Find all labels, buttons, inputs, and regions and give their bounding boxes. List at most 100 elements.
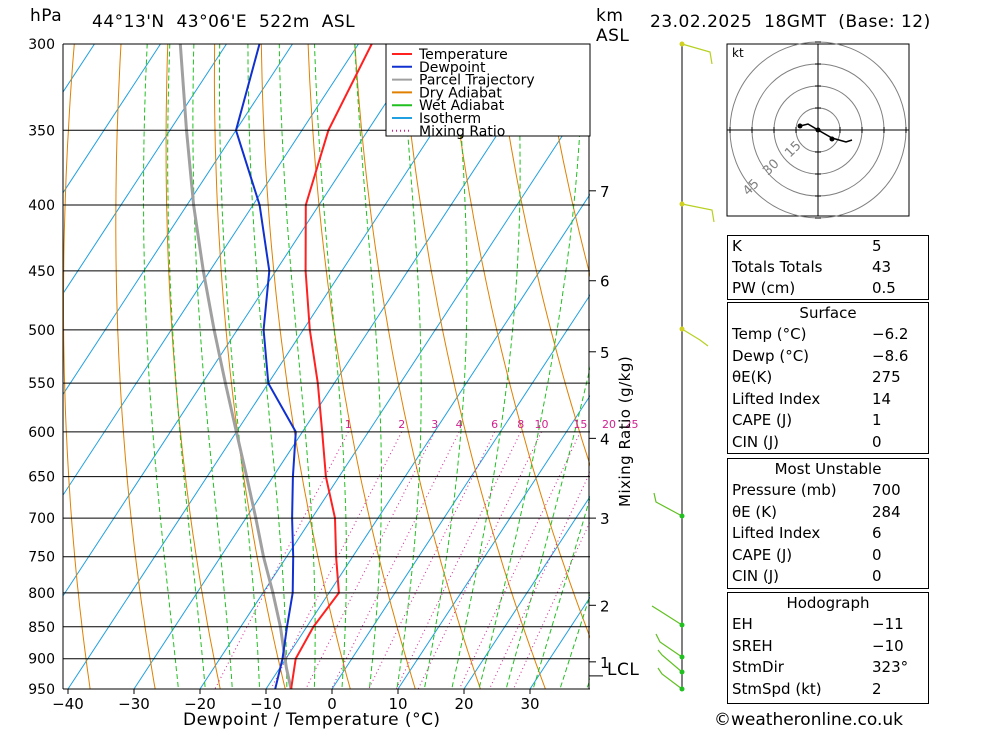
isotherm-line [463, 495, 590, 689]
isotherm-line [331, 294, 590, 689]
mixing-ratio-label: 10 [535, 418, 549, 431]
wind-barb [653, 492, 683, 517]
index-row: CAPE (J) 0 [728, 545, 928, 567]
index-value: −8.6 [872, 346, 909, 365]
index-row: Lifted Index 6 [728, 523, 928, 545]
index-row: Lifted Index 14 [728, 389, 928, 411]
index-value: −6.2 [872, 325, 909, 343]
index-label: StmDir [732, 658, 784, 676]
index-value: 0.5 [872, 279, 896, 297]
index-row: EH −11 [728, 614, 928, 636]
mixing-ratio-axis-label: Mixing Ratio (g/kg) [616, 355, 634, 507]
index-value: −11 [872, 615, 904, 633]
temp-tick-label: 30 [520, 695, 539, 713]
mixing-ratio-line [305, 431, 436, 689]
temp-tick-label: −30 [118, 695, 150, 713]
wind-barb-dot [679, 201, 685, 207]
wind-barb [657, 667, 683, 690]
surface-panel: Surface Temp (°C) −6.2 Dewp (°C) −8.6 θE(K) 2… [727, 302, 929, 454]
wind-barb [655, 633, 683, 658]
index-label: θE (K) [732, 502, 777, 521]
mixing-ratio-label: 3 [431, 418, 438, 431]
isotherm-line [133, 44, 557, 689]
mixing-ratio-label: 4 [456, 418, 463, 431]
pressure-unit-label: hPa [30, 6, 63, 26]
index-label: CAPE (J) [732, 411, 793, 429]
wet-adiabat [505, 366, 590, 689]
mixing-ratio-line [489, 471, 590, 689]
index-value: 5 [872, 237, 882, 255]
wet-adiabat [354, 44, 382, 689]
pressure-tick-label: 600 [28, 425, 55, 441]
index-value: 14 [872, 389, 892, 408]
wet-adiabat [278, 44, 316, 689]
mixing-ratio-line [395, 431, 522, 689]
isotherm-line [63, 44, 359, 497]
mixing-ratio-label: 8 [517, 418, 524, 431]
hodograph-panel: Hodograph EH −11 SREH −10 StmDir 323° StmSpd (… [727, 592, 929, 704]
isotherm-line [63, 44, 425, 597]
legend-label: Isotherm [419, 111, 481, 127]
wind-barb-dot [679, 654, 685, 660]
index-row: Pressure (mb) 700 [728, 480, 928, 502]
wind-barb [681, 328, 709, 347]
wind-barb [681, 203, 715, 223]
index-label: θE(K) [732, 368, 773, 386]
index-label: PW (cm) [732, 279, 796, 297]
index-value: 275 [872, 368, 901, 386]
index-row: StmSpd (kt) 2 [728, 679, 928, 701]
wind-barb-dot [679, 513, 685, 519]
legend-label: Mixing Ratio [419, 124, 505, 140]
index-value: 6 [872, 524, 882, 542]
dry-adiabat [447, 44, 590, 639]
index-row: Dewp (°C) −8.6 [728, 346, 928, 368]
legend-label: Temperature [418, 47, 508, 63]
wet-adiabat [143, 44, 179, 689]
index-row: Temp (°C) −6.2 [728, 324, 928, 346]
wind-barb [681, 43, 713, 65]
wet-adiabat [451, 44, 521, 689]
pressure-tick-label: 500 [28, 323, 55, 339]
index-row: θE(K) 275 [728, 367, 928, 389]
dry-adiabat [115, 44, 156, 689]
isotherm-line [63, 44, 161, 194]
temp-tick-label: 20 [454, 695, 473, 713]
km-tick-label: 4 [600, 430, 610, 448]
isotherm-line [67, 44, 491, 689]
index-row: StmDir 323° [728, 657, 928, 679]
index-label: CIN (J) [732, 567, 780, 585]
temperature-profile [290, 44, 373, 689]
mixing-ratio-label: 25 [625, 418, 639, 431]
index-row: CAPE (J) 1 [728, 410, 928, 432]
wet-adiabat [478, 44, 584, 689]
pressure-tick-label: 750 [28, 550, 55, 566]
hodograph-trace [799, 123, 853, 143]
temp-tick-label: −20 [184, 695, 216, 713]
index-label: StmSpd (kt) [732, 679, 822, 698]
mixing-ratio-line [417, 431, 542, 689]
km-tick-label: 5 [600, 344, 610, 362]
index-value: 0 [872, 567, 882, 585]
isotherm-line [63, 44, 293, 396]
dry-adiabat [401, 44, 546, 689]
pressure-tick-label: 900 [28, 652, 55, 668]
dry-adiabat [541, 44, 590, 278]
index-row: Totals Totals 43 [728, 257, 929, 278]
isotherm-line [63, 44, 227, 295]
mixing-ratio-label: 1 [345, 418, 352, 431]
pressure-tick-label: 350 [28, 123, 55, 139]
temp-tick-label: 10 [388, 695, 407, 713]
lcl-label: LCL [607, 660, 640, 680]
wind-barb-dot [679, 622, 685, 628]
index-value: −10 [872, 636, 904, 655]
pressure-tick-label: 300 [28, 37, 55, 53]
asl-unit-label: ASL [596, 26, 630, 46]
index-row: θE (K) 284 [728, 502, 928, 524]
km-tick-label: 3 [600, 510, 610, 528]
parcel-trajectory-profile [178, 44, 293, 689]
wet-adiabat [396, 44, 422, 689]
pressure-tick-label: 950 [28, 682, 55, 698]
wind-barb-dot [679, 41, 685, 47]
index-label: Totals Totals [732, 258, 823, 276]
